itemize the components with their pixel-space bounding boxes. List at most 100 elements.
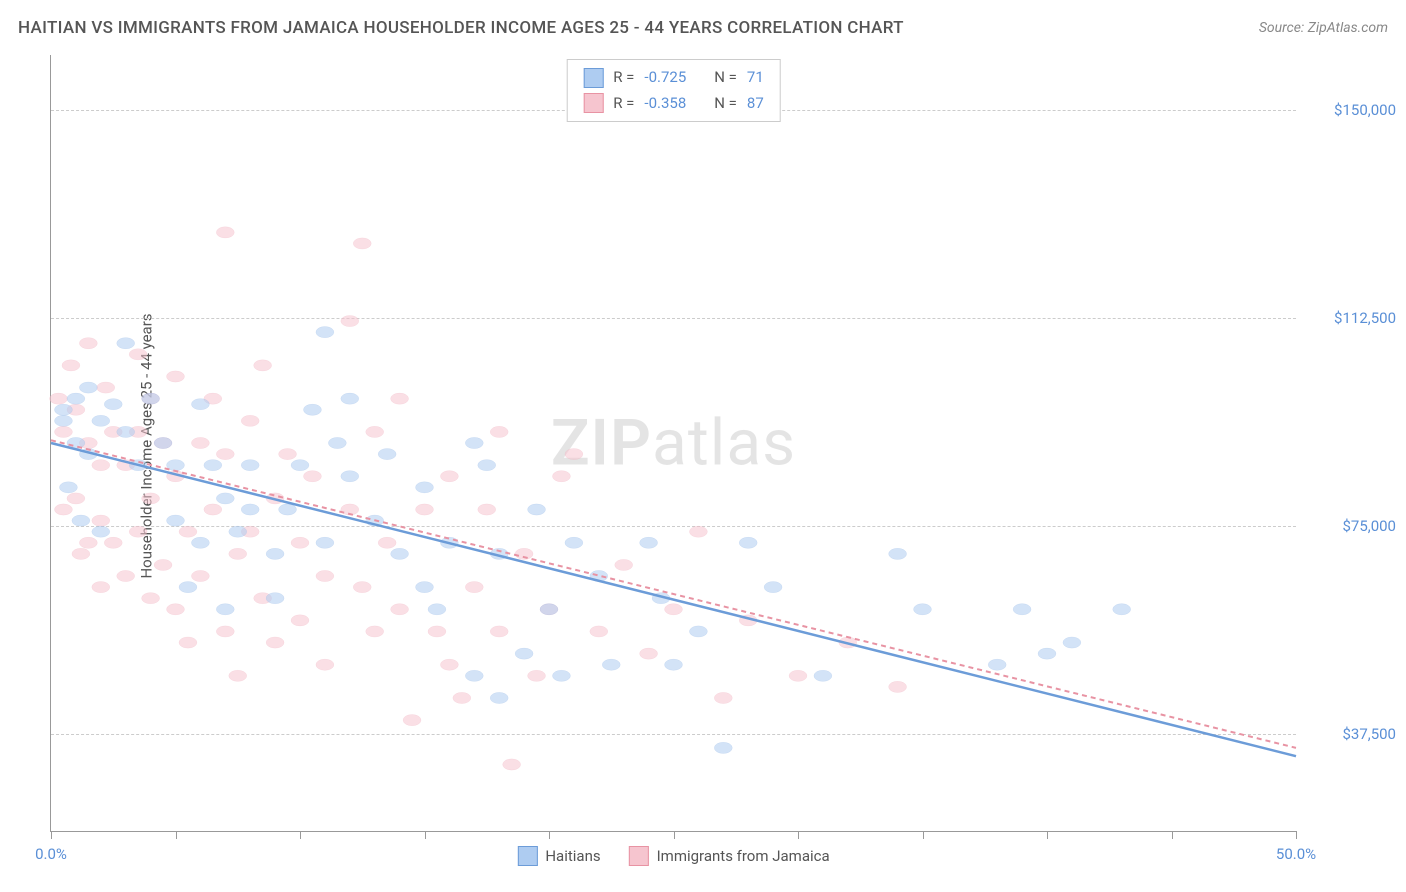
x-tick xyxy=(51,831,52,839)
scatter-point xyxy=(291,615,309,626)
x-tick xyxy=(674,831,675,839)
n-value: 71 xyxy=(747,65,764,91)
scatter-point xyxy=(241,504,259,515)
legend-swatch xyxy=(583,93,603,113)
scatter-point xyxy=(279,448,297,459)
scatter-point xyxy=(216,604,234,615)
legend-item: Haitians xyxy=(517,846,600,866)
n-label: N = xyxy=(714,91,737,117)
scatter-point xyxy=(179,526,197,537)
scatter-point xyxy=(241,460,259,471)
scatter-point xyxy=(117,570,135,581)
scatter-point xyxy=(154,437,172,448)
scatter-point xyxy=(72,515,90,526)
scatter-point xyxy=(341,471,359,482)
scatter-point xyxy=(191,537,209,548)
scatter-point xyxy=(129,526,147,537)
scatter-point xyxy=(453,692,471,703)
x-tick xyxy=(425,831,426,839)
scatter-point xyxy=(665,604,683,615)
scatter-point xyxy=(403,715,421,726)
legend-item: Immigrants from Jamaica xyxy=(629,846,830,866)
scatter-point xyxy=(67,393,85,404)
scatter-point xyxy=(316,570,334,581)
trend-line xyxy=(51,443,1296,756)
scatter-point xyxy=(391,604,409,615)
trend-line xyxy=(51,440,1296,748)
scatter-point xyxy=(739,537,757,548)
x-axis-max-label: 50.0% xyxy=(1276,845,1316,863)
scatter-point xyxy=(465,437,483,448)
scatter-point xyxy=(241,415,259,426)
scatter-point xyxy=(142,493,160,504)
scatter-point xyxy=(341,315,359,326)
scatter-point xyxy=(54,426,72,437)
scatter-point xyxy=(229,526,247,537)
scatter-point xyxy=(1113,604,1131,615)
x-tick xyxy=(1172,831,1173,839)
chart-title: HAITIAN VS IMMIGRANTS FROM JAMAICA HOUSE… xyxy=(18,18,904,38)
scatter-point xyxy=(428,604,446,615)
scatter-point xyxy=(92,515,110,526)
scatter-point xyxy=(54,404,72,415)
stats-legend-box: R =-0.725N =71R =-0.358N =87 xyxy=(566,59,781,122)
title-bar: HAITIAN VS IMMIGRANTS FROM JAMAICA HOUSE… xyxy=(18,18,1388,38)
r-label: R = xyxy=(613,91,634,117)
scatter-point xyxy=(490,426,508,437)
scatter-point xyxy=(179,637,197,648)
scatter-point xyxy=(714,692,732,703)
scatter-point xyxy=(490,692,508,703)
scatter-point xyxy=(889,548,907,559)
scatter-point xyxy=(92,460,110,471)
scatter-point xyxy=(515,648,533,659)
scatter-point xyxy=(640,537,658,548)
r-value: -0.358 xyxy=(644,91,686,117)
y-tick-label: $37,500 xyxy=(1306,725,1396,743)
scatter-point xyxy=(689,626,707,637)
r-label: R = xyxy=(613,65,634,91)
scatter-point xyxy=(316,659,334,670)
scatter-point xyxy=(79,382,97,393)
scatter-point xyxy=(117,338,135,349)
scatter-point xyxy=(465,582,483,593)
x-tick xyxy=(1047,831,1048,839)
scatter-point xyxy=(1063,637,1081,648)
scatter-point xyxy=(316,537,334,548)
scatter-point xyxy=(391,393,409,404)
legend-label: Immigrants from Jamaica xyxy=(657,847,830,865)
scatter-point xyxy=(79,537,97,548)
scatter-point xyxy=(216,493,234,504)
scatter-point xyxy=(59,482,77,493)
scatter-point xyxy=(216,626,234,637)
scatter-point xyxy=(590,626,608,637)
scatter-point xyxy=(552,471,570,482)
scatter-point xyxy=(254,360,272,371)
scatter-point xyxy=(266,548,284,559)
scatter-point xyxy=(640,648,658,659)
scatter-point xyxy=(391,548,409,559)
scatter-point xyxy=(142,593,160,604)
scatter-point xyxy=(167,604,185,615)
source-attribution: Source: ZipAtlas.com xyxy=(1259,20,1388,36)
scatter-point xyxy=(303,404,321,415)
n-label: N = xyxy=(714,65,737,91)
scatter-point xyxy=(204,504,222,515)
scatter-point xyxy=(353,238,371,249)
stats-row: R =-0.725N =71 xyxy=(583,65,764,91)
x-tick xyxy=(923,831,924,839)
source-label: Source: xyxy=(1259,20,1304,36)
scatter-point xyxy=(988,659,1006,670)
scatter-point xyxy=(104,399,122,410)
scatter-point xyxy=(97,382,115,393)
scatter-point xyxy=(341,393,359,404)
scatter-point xyxy=(665,659,683,670)
scatter-point xyxy=(416,482,434,493)
y-tick-label: $112,500 xyxy=(1306,309,1396,327)
scatter-point xyxy=(615,559,633,570)
n-value: 87 xyxy=(747,91,764,117)
scatter-point xyxy=(54,415,72,426)
scatter-point xyxy=(129,349,147,360)
scatter-point xyxy=(490,626,508,637)
scatter-point xyxy=(229,548,247,559)
scatter-point xyxy=(1038,648,1056,659)
